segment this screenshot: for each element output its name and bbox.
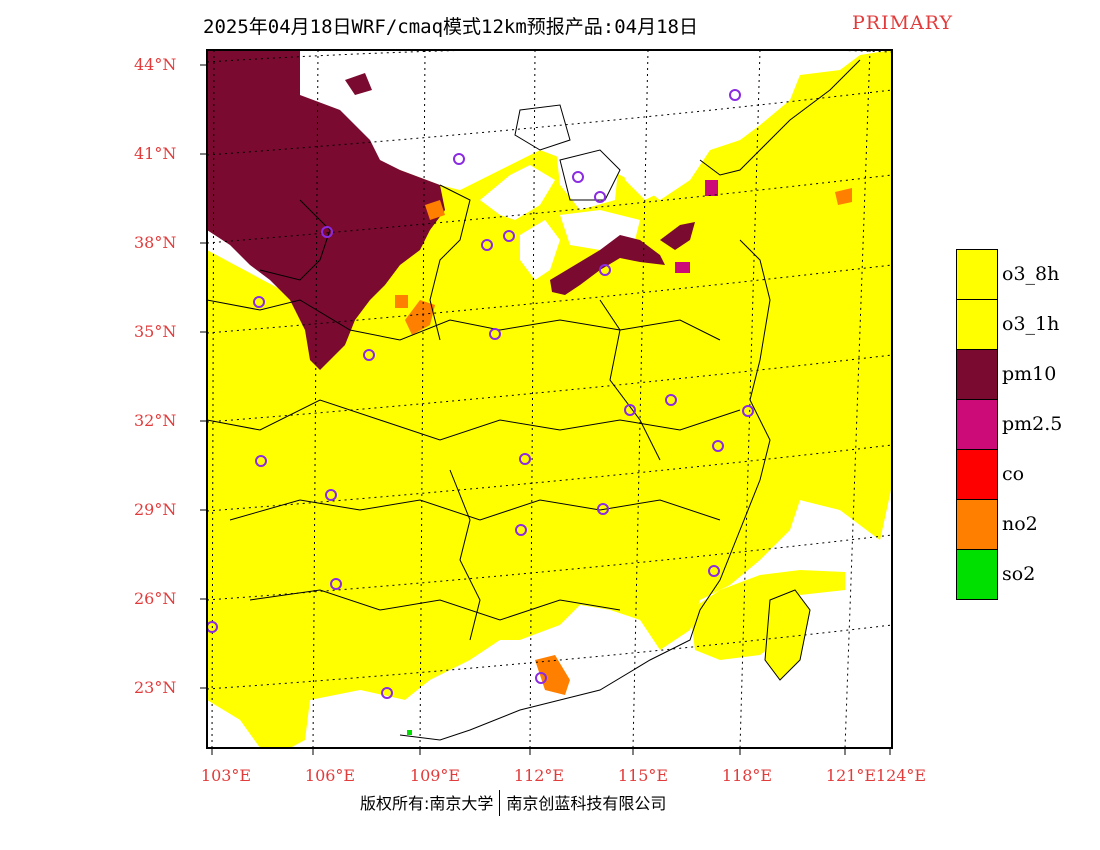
- primary-tag: PRIMARY: [852, 12, 954, 34]
- legend-swatch-o3-1h: [957, 300, 997, 350]
- legend-label-no2: no2: [1002, 513, 1038, 535]
- legend-swatch-pm25: [957, 400, 997, 450]
- lon-label-121: 121°E: [825, 766, 877, 785]
- lat-label-35: 35°N: [134, 322, 177, 341]
- lon-label-118: 118°E: [721, 766, 773, 785]
- legend-label-o3-1h: o3_1h: [1002, 313, 1060, 335]
- lat-label-23: 23°N: [134, 678, 177, 697]
- pm10-region: [207, 50, 445, 370]
- lon-label-109: 109°E: [409, 766, 461, 785]
- lon-label-106: 106°E: [304, 766, 356, 785]
- lat-ticks: [200, 64, 207, 689]
- lon-label-124: 124°E: [875, 766, 927, 785]
- lon-label-103: 103°E: [200, 766, 252, 785]
- map-title: 2025年04月18日WRF/cmaq模式12km预报产品:04月18日: [203, 16, 698, 38]
- lat-label-26: 26°N: [134, 589, 177, 608]
- legend-swatch-no2: [957, 500, 997, 550]
- map-area: [207, 50, 892, 748]
- legend-swatch-so2: [957, 550, 997, 599]
- legend-swatch-co: [957, 450, 997, 500]
- legend-label-co: co: [1002, 463, 1025, 485]
- footer-credit: 版权所有:南京大学 南京创蓝科技有限公司: [360, 790, 666, 816]
- boundaries: [207, 59, 861, 741]
- lon-ticks: [211, 748, 891, 755]
- lon-label-115: 115°E: [617, 766, 669, 785]
- legend-label-pm25: pm2.5: [1002, 413, 1063, 435]
- lat-label-38: 38°N: [134, 233, 177, 252]
- lat-label-29: 29°N: [134, 500, 177, 519]
- map-frame: [206, 49, 893, 749]
- lat-label-32: 32°N: [134, 411, 177, 430]
- company-text: 南京创蓝科技有限公司: [506, 794, 667, 813]
- legend-label-o3-8h: o3_8h: [1002, 263, 1060, 285]
- legend-swatch-pm10: [957, 350, 997, 400]
- legend: [956, 249, 998, 600]
- legend-swatch-o3-8h: [957, 250, 997, 300]
- lon-label-112: 112°E: [513, 766, 565, 785]
- lat-label-44: 44°N: [134, 55, 177, 74]
- copyright-text: 版权所有:南京大学: [360, 794, 494, 813]
- footer-separator: [499, 790, 501, 816]
- legend-label-pm10: pm10: [1002, 363, 1057, 385]
- lat-label-41: 41°N: [134, 144, 177, 163]
- legend-label-so2: so2: [1002, 563, 1036, 585]
- station-markers: [207, 89, 754, 699]
